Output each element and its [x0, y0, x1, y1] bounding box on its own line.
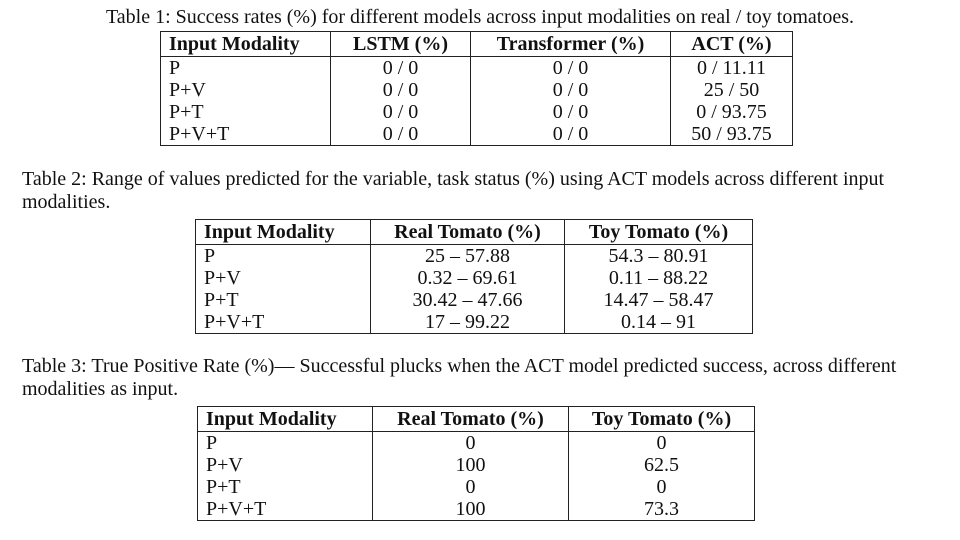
- table-row: P 0 / 0 0 / 0 0 / 11.11: [160, 56, 793, 79]
- table-cell: 0.32 – 69.61: [370, 267, 565, 289]
- table-cell: 0 / 0: [470, 79, 671, 101]
- table-cell: 100: [372, 454, 569, 476]
- table-cell: P+T: [195, 289, 371, 311]
- table-cell: 25 – 57.88: [370, 244, 565, 267]
- table-cell: 0 / 0: [470, 56, 671, 79]
- column-header: Toy Tomato (%): [568, 406, 755, 432]
- table-row: P 25 – 57.88 54.3 – 80.91: [195, 244, 753, 267]
- table-cell: 0: [372, 431, 569, 454]
- table-row: P+V+T 17 – 99.22 0.14 – 91: [195, 311, 753, 334]
- table-cell: 62.5: [568, 454, 755, 476]
- column-header: Real Tomato (%): [372, 406, 569, 432]
- table-cell: P: [160, 56, 331, 79]
- table-cell: 0: [568, 431, 755, 454]
- table2-task-status-range: Input Modality Real Tomato (%) Toy Tomat…: [195, 219, 753, 334]
- table-cell: P+V+T: [197, 498, 373, 521]
- table-cell: 0: [568, 476, 755, 498]
- table-cell: 0 / 0: [470, 123, 671, 146]
- table-header-row: Input Modality Real Tomato (%) Toy Tomat…: [195, 219, 753, 245]
- table-row: P+V 100 62.5: [197, 454, 755, 476]
- table-cell: 50 / 93.75: [670, 123, 793, 146]
- table-cell: 0.11 – 88.22: [564, 267, 753, 289]
- table-row: P+T 0 0: [197, 476, 755, 498]
- table3-caption: Table 3: True Positive Rate (%)— Success…: [22, 355, 897, 400]
- table3-true-positive-rate: Input Modality Real Tomato (%) Toy Tomat…: [197, 406, 755, 521]
- table-cell: 0 / 0: [330, 123, 471, 146]
- table-cell: P+T: [197, 476, 373, 498]
- table2-caption: Table 2: Range of values predicted for t…: [22, 168, 885, 213]
- table-cell: P+V: [160, 79, 331, 101]
- table-cell: 54.3 – 80.91: [564, 244, 753, 267]
- table-row: P+V 0.32 – 69.61 0.11 – 88.22: [195, 267, 753, 289]
- table-cell: P+V: [197, 454, 373, 476]
- table-cell: 100: [372, 498, 569, 521]
- table-cell: P: [195, 244, 371, 267]
- table-cell: 73.3: [568, 498, 755, 521]
- table-cell: P+V+T: [160, 123, 331, 146]
- column-header: Input Modality: [195, 219, 371, 245]
- table-cell: P+T: [160, 101, 331, 123]
- table-row: P+V+T 0 / 0 0 / 0 50 / 93.75: [160, 123, 793, 146]
- table-header-row: Input Modality Real Tomato (%) Toy Tomat…: [197, 406, 755, 432]
- table-cell: 0.14 – 91: [564, 311, 753, 334]
- table-cell: P+V: [195, 267, 371, 289]
- column-header: LSTM (%): [330, 31, 471, 57]
- table-row: P+V+T 100 73.3: [197, 498, 755, 521]
- table-row: P 0 0: [197, 431, 755, 454]
- table1-caption: Table 1: Success rates (%) for different…: [105, 6, 855, 28]
- table-cell: P+V+T: [195, 311, 371, 334]
- column-header: Transformer (%): [470, 31, 671, 57]
- column-header: Input Modality: [160, 31, 331, 57]
- table-row: P+T 30.42 – 47.66 14.47 – 58.47: [195, 289, 753, 311]
- table-header-row: Input Modality LSTM (%) Transformer (%) …: [160, 31, 793, 57]
- column-header: Real Tomato (%): [370, 219, 565, 245]
- table-cell: 0: [372, 476, 569, 498]
- table-cell: 17 – 99.22: [370, 311, 565, 334]
- column-header: ACT (%): [670, 31, 793, 57]
- table-row: P+V 0 / 0 0 / 0 25 / 50: [160, 79, 793, 101]
- table-cell: 30.42 – 47.66: [370, 289, 565, 311]
- table-cell: 0 / 0: [470, 101, 671, 123]
- table1-success-rates: Input Modality LSTM (%) Transformer (%) …: [160, 31, 793, 146]
- table-cell: 0 / 0: [330, 101, 471, 123]
- column-header: Toy Tomato (%): [564, 219, 753, 245]
- table-cell: 0 / 93.75: [670, 101, 793, 123]
- table-row: P+T 0 / 0 0 / 0 0 / 93.75: [160, 101, 793, 123]
- table-cell: 0 / 11.11: [670, 56, 793, 79]
- table-cell: 25 / 50: [670, 79, 793, 101]
- table-cell: 0 / 0: [330, 56, 471, 79]
- column-header: Input Modality: [197, 406, 373, 432]
- table-cell: 0 / 0: [330, 79, 471, 101]
- table-cell: 14.47 – 58.47: [564, 289, 753, 311]
- table-cell: P: [197, 431, 373, 454]
